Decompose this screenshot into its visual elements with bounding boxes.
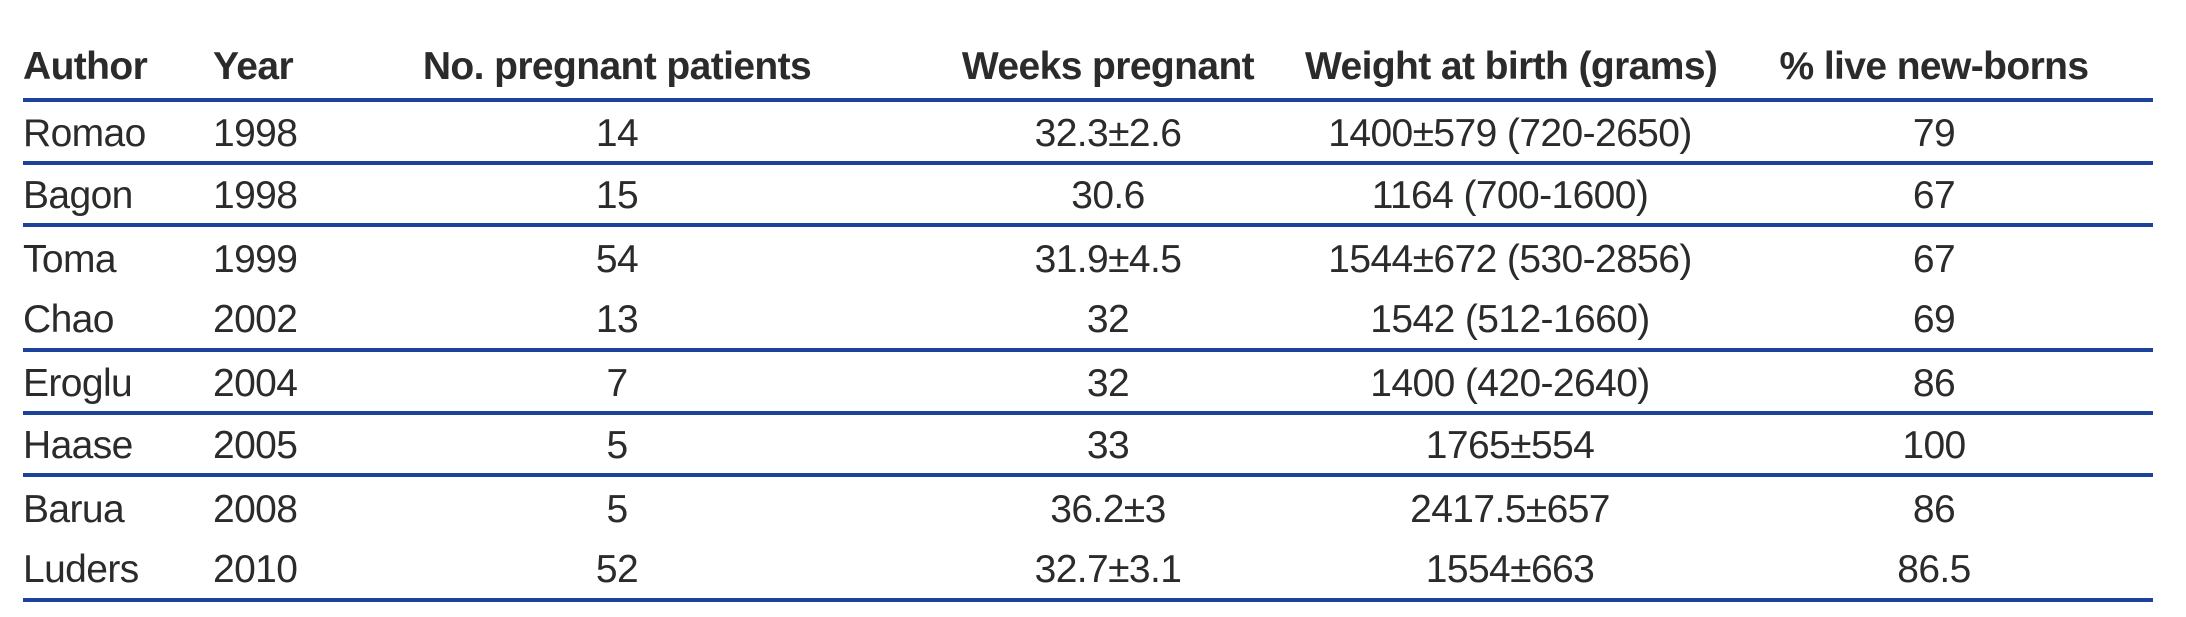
cell-patients: 14 <box>323 100 911 165</box>
cell-author: Romao <box>23 100 213 165</box>
cell-year: 1998 <box>213 162 323 227</box>
cell-year: 1999 <box>213 237 298 281</box>
cell-live: 67 <box>1715 162 2153 227</box>
cell-patients: 5 <box>606 487 628 531</box>
cell-author: Eroglu <box>23 350 213 415</box>
cell-weight: 1544±672 (530-2856) <box>1328 237 1692 281</box>
cell-weeks: 33 <box>911 412 1305 477</box>
cell-live: 86.5 <box>1715 537 2153 602</box>
column-header-weight: Weight at birth (grams) <box>1305 0 1718 102</box>
cell-patients: 13 <box>323 287 911 352</box>
cell-live: 86 <box>1912 487 1956 531</box>
column-header-live: % live new-borns <box>1715 0 2153 102</box>
cell-patients: 5 <box>323 412 911 477</box>
cell-author: Chao <box>23 287 213 352</box>
cell-weeks: 32 <box>911 287 1305 352</box>
cell-weeks: 30.6 <box>911 162 1305 227</box>
cell-weight: 1400±579 (720-2650) <box>1305 100 1715 165</box>
cell-weeks: 32.3±2.6 <box>911 100 1305 165</box>
cell-year: 2008 <box>213 487 298 531</box>
cell-year: 2010 <box>213 537 323 602</box>
cell-weight: 2417.5±657 <box>1410 487 1610 531</box>
cell-author: Bagon <box>23 162 213 227</box>
cell-live: 69 <box>1715 287 2153 352</box>
cell-author: Haase <box>23 412 213 477</box>
cell-weight: 1164 (700-1600) <box>1305 162 1715 227</box>
table-row: Chao 2002 13 32 1542 (512-1660) 69 <box>23 287 2153 352</box>
cell-patients: 52 <box>323 537 911 602</box>
table-row: Toma 1999 54 31.9±4.5 1544±672 (530-2856… <box>23 225 2153 288</box>
table-row: Haase 2005 5 33 1765±554 100 <box>23 412 2153 477</box>
cell-patients: 7 <box>323 350 911 415</box>
table-row: Romao 1998 14 32.3±2.6 1400±579 (720-265… <box>23 100 2153 165</box>
table-header-row: Author Year No. pregnant patients Weeks … <box>23 0 2153 102</box>
cell-live: 86 <box>1715 350 2153 415</box>
column-header-year: Year <box>213 0 323 102</box>
cell-live: 100 <box>1715 412 2153 477</box>
cell-author: Luders <box>23 537 213 602</box>
cell-weight: 1542 (512-1660) <box>1305 287 1715 352</box>
column-header-author: Author <box>23 0 213 102</box>
cell-weeks: 32 <box>911 350 1305 415</box>
cell-live: 67 <box>1912 237 1956 281</box>
cell-year: 2005 <box>213 412 323 477</box>
pregnancy-outcomes-table: Author Year No. pregnant patients Weeks … <box>23 0 2153 602</box>
cell-patients: 15 <box>323 162 911 227</box>
cell-patients: 54 <box>595 237 639 281</box>
cell-live: 79 <box>1715 100 2153 165</box>
cell-weight: 1765±554 <box>1305 412 1715 477</box>
cell-weight: 1554±663 <box>1305 537 1715 602</box>
cell-author: Barua <box>23 487 125 531</box>
cell-weeks: 31.9±4.5 <box>1034 237 1182 281</box>
cell-weeks: 36.2±3 <box>1050 487 1166 531</box>
cell-author: Toma <box>23 237 117 281</box>
table-row: Barua 2008 5 36.2±3 2417.5±657 86 <box>23 475 2153 538</box>
cell-year: 2002 <box>213 287 323 352</box>
column-header-weeks: Weeks pregnant <box>911 0 1305 102</box>
cell-year: 1998 <box>213 100 323 165</box>
cell-weight: 1400 (420-2640) <box>1305 350 1715 415</box>
table-row: Bagon 1998 15 30.6 1164 (700-1600) 67 <box>23 162 2153 227</box>
table-row: Luders 2010 52 32.7±3.1 1554±663 86.5 <box>23 537 2153 602</box>
column-header-patients: No. pregnant patients <box>323 0 911 102</box>
table-row: Eroglu 2004 7 32 1400 (420-2640) 86 <box>23 350 2153 415</box>
cell-weeks: 32.7±3.1 <box>911 537 1305 602</box>
cell-year: 2004 <box>213 350 323 415</box>
